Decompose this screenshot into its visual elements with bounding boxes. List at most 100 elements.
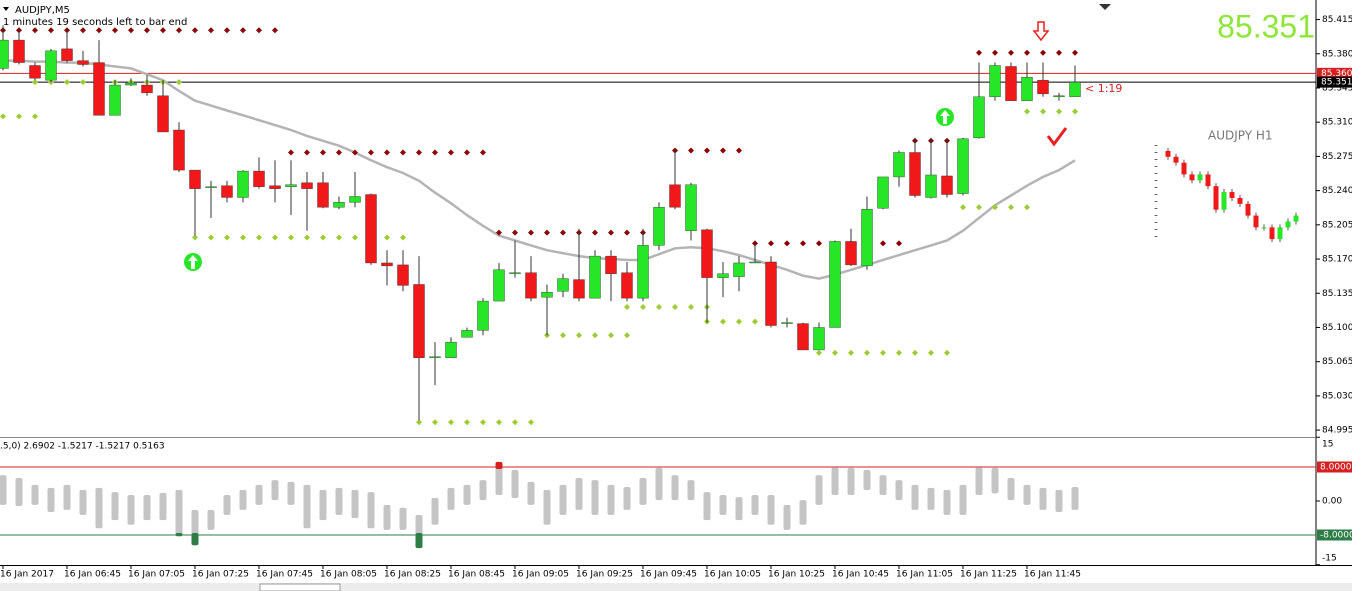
inset-candle bbox=[1173, 156, 1179, 163]
y-tick-label: 84.995 bbox=[1322, 426, 1352, 436]
buy-arrow bbox=[184, 253, 202, 271]
candle-body bbox=[253, 170, 265, 187]
x-tick-label: 16 Jan 2017 bbox=[0, 570, 54, 580]
level-dot bbox=[816, 240, 822, 247]
level-dot bbox=[1024, 204, 1030, 211]
level-tag bbox=[1317, 461, 1352, 473]
osc-bar bbox=[1071, 486, 1079, 510]
x-tick-label: 16 Jan 09:45 bbox=[640, 570, 697, 580]
level-dot bbox=[448, 149, 454, 156]
level-dot bbox=[1008, 49, 1014, 56]
buy-arrow bbox=[936, 108, 954, 126]
level-tag-label: -8.0000 bbox=[1320, 531, 1352, 541]
candle-body bbox=[605, 255, 617, 274]
candle-body bbox=[493, 269, 505, 302]
level-dot bbox=[384, 149, 390, 156]
level-dot bbox=[368, 149, 374, 156]
level-dot bbox=[800, 240, 806, 247]
level-dot bbox=[560, 229, 566, 236]
level-dot bbox=[224, 27, 230, 34]
level-dot bbox=[944, 349, 950, 356]
candle-body bbox=[45, 50, 57, 81]
osc-bar bbox=[991, 467, 999, 494]
candle-body bbox=[637, 245, 649, 299]
osc-bar bbox=[607, 484, 615, 516]
inset-candle bbox=[1269, 227, 1275, 240]
level-dot bbox=[320, 149, 326, 156]
osc-bar bbox=[447, 487, 455, 510]
osc-bar bbox=[943, 489, 951, 516]
level-dot bbox=[224, 234, 230, 241]
candle-body bbox=[445, 341, 457, 358]
inset-candle bbox=[1197, 174, 1203, 181]
x-tick-label: 16 Jan 08:25 bbox=[384, 570, 441, 580]
y-tick-label: 85.135 bbox=[1322, 289, 1352, 299]
level-dot bbox=[1040, 49, 1046, 56]
osc-bar bbox=[271, 480, 279, 501]
level-dot bbox=[32, 113, 38, 120]
y-tick-label: 85.170 bbox=[1322, 255, 1352, 265]
level-dot bbox=[1072, 108, 1078, 115]
level-dot bbox=[256, 27, 262, 34]
osc-overbought bbox=[495, 461, 503, 469]
level-dot bbox=[144, 27, 150, 34]
level-dot bbox=[1024, 108, 1030, 115]
x-tick-label: 16 Jan 07:05 bbox=[128, 570, 185, 580]
candle-body bbox=[765, 261, 777, 326]
tab[interactable] bbox=[259, 583, 341, 591]
level-dot bbox=[208, 27, 214, 34]
x-tick-label: 16 Jan 10:05 bbox=[704, 570, 761, 580]
level-dot bbox=[656, 303, 662, 310]
candle-body bbox=[93, 62, 105, 116]
level-dot bbox=[1056, 108, 1062, 115]
x-tick-label: 16 Jan 08:45 bbox=[448, 570, 505, 580]
candle-body bbox=[429, 356, 441, 358]
inset-candle bbox=[1293, 215, 1299, 222]
candle-body bbox=[829, 241, 841, 328]
osc-bar bbox=[175, 489, 183, 537]
level-dot bbox=[848, 349, 854, 356]
x-tick-label: 16 Jan 07:45 bbox=[256, 570, 313, 580]
x-tick-label: 16 Jan 09:05 bbox=[512, 570, 569, 580]
countdown-tag: < 1:19 bbox=[1085, 82, 1122, 95]
candle-body bbox=[781, 322, 793, 324]
osc-bar bbox=[783, 504, 791, 530]
level-dot bbox=[624, 303, 630, 310]
inset-candle bbox=[1165, 150, 1171, 157]
level-dot bbox=[688, 147, 694, 154]
osc-bar bbox=[863, 469, 871, 490]
inset-candle bbox=[1245, 203, 1251, 216]
x-tick-label: 16 Jan 11:05 bbox=[896, 570, 953, 580]
x-tick-label: 16 Jan 08:05 bbox=[320, 570, 377, 580]
osc-bar bbox=[1055, 489, 1063, 513]
x-tick-label: 16 Jan 10:45 bbox=[832, 570, 889, 580]
level-dot bbox=[496, 229, 502, 236]
osc-bar bbox=[927, 487, 935, 510]
shift-marker[interactable] bbox=[1099, 4, 1111, 10]
level-dot bbox=[592, 229, 598, 236]
osc-bar bbox=[655, 467, 663, 501]
level-dot bbox=[464, 419, 470, 426]
level-dot bbox=[880, 240, 886, 247]
price-tag bbox=[1317, 67, 1352, 79]
level-dot bbox=[512, 229, 518, 236]
level-dot bbox=[416, 419, 422, 426]
candle-body bbox=[909, 152, 921, 196]
inset-candle bbox=[1253, 215, 1259, 228]
sell-arrow bbox=[1032, 21, 1050, 42]
candle-body bbox=[589, 255, 601, 299]
candle-body bbox=[653, 207, 665, 246]
level-dot bbox=[672, 303, 678, 310]
level-dot bbox=[336, 234, 342, 241]
candle-body bbox=[221, 185, 233, 198]
level-dot bbox=[208, 234, 214, 241]
inset-candle bbox=[1229, 192, 1235, 198]
osc-bar bbox=[703, 492, 711, 521]
level-dot bbox=[992, 204, 998, 211]
level-dot bbox=[48, 27, 54, 34]
level-dot bbox=[176, 79, 182, 86]
candle-body bbox=[0, 39, 9, 69]
level-dot bbox=[976, 49, 982, 56]
menu-triangle[interactable] bbox=[3, 7, 9, 11]
